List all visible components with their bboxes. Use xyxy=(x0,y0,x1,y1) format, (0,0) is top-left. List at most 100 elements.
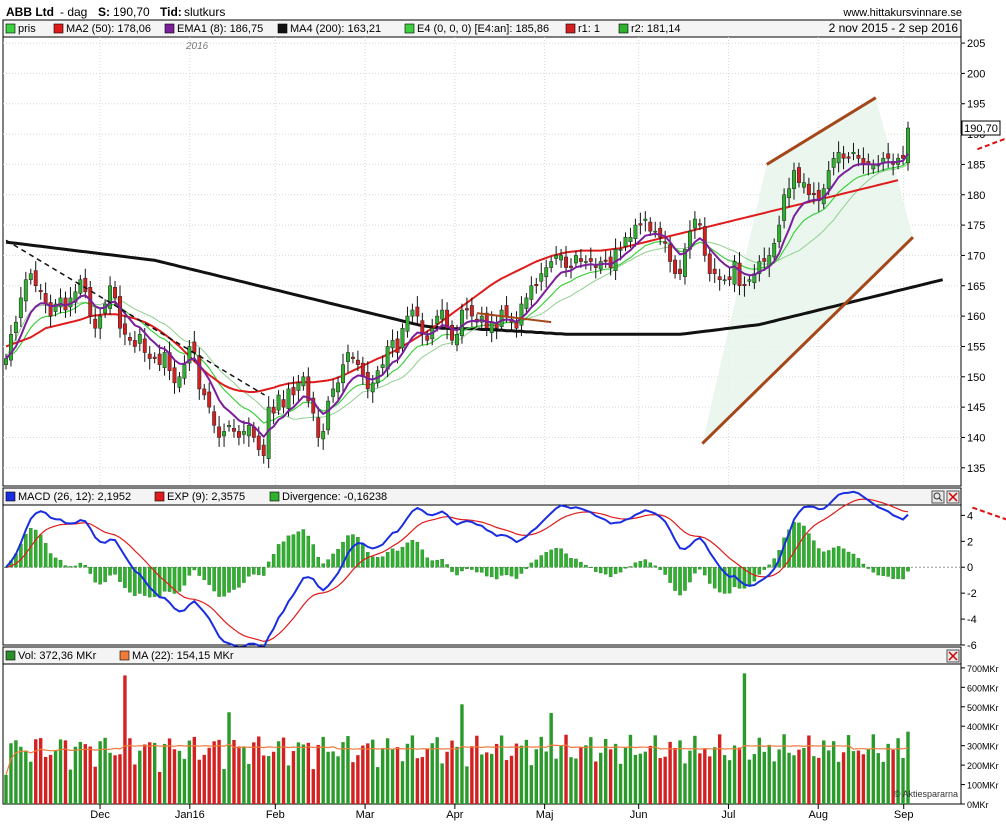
divergence-bar xyxy=(78,562,83,568)
candle-down xyxy=(663,241,668,244)
candle-down xyxy=(707,253,712,274)
divergence-bar xyxy=(83,565,88,568)
divergence-bar xyxy=(420,549,425,568)
volume-bar xyxy=(247,763,251,804)
volume-bar xyxy=(58,739,63,804)
volume-bar xyxy=(584,745,588,804)
candle-down xyxy=(673,259,678,274)
volume-bar xyxy=(296,742,301,804)
divergence-bar xyxy=(762,567,767,570)
candle-up xyxy=(826,170,831,189)
divergence-bar xyxy=(539,555,544,568)
x-tick-label: Dec xyxy=(90,809,110,821)
candle-down xyxy=(504,305,509,317)
divergence-bar xyxy=(227,567,231,593)
volume-bar xyxy=(841,752,846,804)
candle-up xyxy=(78,279,83,294)
volume-bar xyxy=(742,673,747,804)
volume-bar xyxy=(603,738,608,804)
volume-bar xyxy=(747,759,752,804)
legend-swatch xyxy=(119,650,130,661)
volume-bar xyxy=(678,740,682,804)
volume-bar xyxy=(861,754,866,804)
volume-bar xyxy=(306,742,311,804)
divergence-bar xyxy=(88,567,93,574)
volume-plot xyxy=(4,673,910,804)
candle-up xyxy=(757,261,762,274)
divergence-bar xyxy=(93,567,97,583)
divergence-bar xyxy=(698,567,702,570)
price-legend: pris MA2 (50): 178,06 EMA1 (8): 186,75 MA4 … xyxy=(5,23,681,35)
candle-up xyxy=(53,303,58,312)
volume-bar xyxy=(886,743,890,804)
candle-up xyxy=(246,425,251,437)
y-tick-label: 185 xyxy=(967,159,985,171)
candle-up xyxy=(390,340,395,349)
divergence-bar xyxy=(152,567,157,597)
divergence-bar xyxy=(43,543,48,568)
volume-bar xyxy=(88,746,92,804)
divergence-bar xyxy=(311,544,316,568)
candle-up xyxy=(241,431,246,435)
candle-down xyxy=(291,387,296,396)
candle-up xyxy=(851,152,856,155)
divergence-bar xyxy=(68,566,73,568)
year-marker: 2016 xyxy=(185,41,209,52)
y-tick-label: 180 xyxy=(967,190,985,202)
candle-up xyxy=(336,382,341,393)
price-trend-arrow xyxy=(977,137,1006,151)
divergence-bar xyxy=(628,566,633,568)
volume-bar xyxy=(167,738,172,804)
divergence-bar xyxy=(494,567,499,580)
legend-swatch xyxy=(154,491,165,502)
site-link[interactable]: www.hittakursvinnare.se xyxy=(842,7,962,19)
divergence-bar xyxy=(569,558,573,568)
volume-bar xyxy=(237,746,241,804)
candle-up xyxy=(410,309,415,317)
candle-up xyxy=(906,127,910,164)
divergence-bar xyxy=(638,561,643,568)
volume-bar xyxy=(435,737,439,804)
y-tick-label: 700MKr xyxy=(967,664,999,674)
candle-down xyxy=(172,367,177,384)
volume-bar xyxy=(544,751,548,804)
candle-up xyxy=(18,297,23,318)
y-tick-label: 205 xyxy=(967,38,985,50)
divergence-bar xyxy=(445,564,449,568)
volume-bar xyxy=(534,749,538,804)
candle-down xyxy=(425,335,430,341)
volume-bar xyxy=(559,745,563,804)
candle-down xyxy=(588,258,593,262)
volume-bar xyxy=(38,738,43,804)
volume-bar xyxy=(658,758,662,804)
divergence-bar xyxy=(727,567,732,594)
volume-bar xyxy=(628,734,633,804)
volume-bar xyxy=(182,758,187,804)
volume-legend-bar xyxy=(2,646,962,665)
candle-up xyxy=(752,273,757,283)
volume-bar xyxy=(29,761,33,804)
divergence-bar xyxy=(643,559,648,568)
candle-down xyxy=(236,431,241,438)
divergence-bar xyxy=(430,560,434,568)
candle-up xyxy=(73,291,78,303)
volume-bar xyxy=(460,704,464,804)
volume-bar xyxy=(380,748,385,804)
divergence-bar xyxy=(564,553,568,568)
divergence-bar xyxy=(450,567,454,572)
divergence-bar xyxy=(187,567,192,576)
candle-up xyxy=(529,285,534,300)
volume-bar xyxy=(123,675,127,804)
divergence-bar xyxy=(589,567,593,568)
legend-entry: E4 (0, 0, 0) [E4:an]: 185,86 xyxy=(417,23,549,35)
divergence-bar xyxy=(519,567,524,574)
volume-bar xyxy=(871,734,876,804)
volume-bar xyxy=(802,748,806,804)
divergence-bar xyxy=(524,567,529,569)
candle-up xyxy=(519,303,524,326)
volume-bar xyxy=(519,745,524,804)
divergence-bar xyxy=(787,529,791,568)
divergence-bar xyxy=(237,567,241,588)
y-tick-label: 140 xyxy=(967,432,985,444)
volume-bar xyxy=(782,734,786,804)
